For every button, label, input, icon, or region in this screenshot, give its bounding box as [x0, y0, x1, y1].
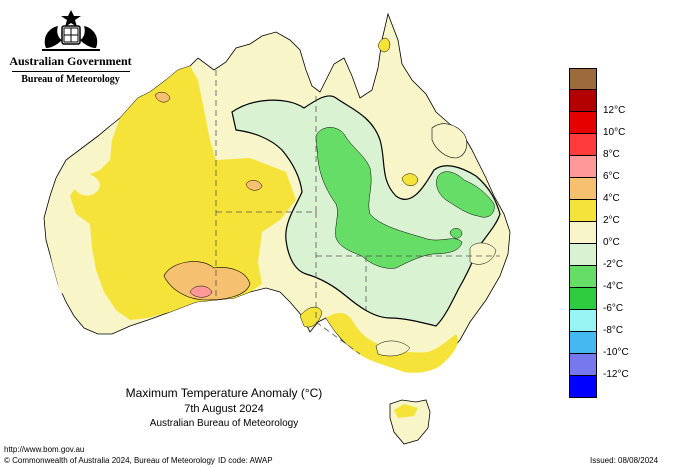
zone-hot-centre — [245, 180, 263, 191]
legend-swatch — [569, 310, 597, 332]
legend-row: 0°C — [567, 222, 657, 248]
government-logo: Australian Government Bureau of Meteorol… — [8, 8, 133, 98]
legend-label: 4°C — [603, 193, 620, 204]
zone-hot-north — [154, 91, 171, 103]
legend-row: 4°C — [567, 178, 657, 204]
bureau-name: Bureau of Meteorology — [21, 74, 120, 85]
legend-swatch — [569, 376, 597, 398]
map-caption: Maximum Temperature Anomaly (°C) 7th Aug… — [0, 386, 448, 429]
zone-colder-north — [315, 127, 463, 269]
zone-mild-inland — [469, 242, 497, 265]
legend-label: 6°C — [603, 171, 620, 182]
zone-warm-west — [70, 66, 296, 320]
legend-row — [567, 68, 657, 90]
legend-swatch — [569, 156, 597, 178]
map-date: 7th August 2024 — [184, 403, 264, 415]
legend-label: 10°C — [603, 127, 626, 138]
legend-row: 12°C — [567, 90, 657, 116]
legend-label: 2°C — [603, 215, 620, 226]
zone-warm-cape — [377, 37, 391, 53]
legend-row: 10°C — [567, 112, 657, 138]
legend-label: -10°C — [603, 347, 629, 358]
state-borders — [215, 70, 500, 355]
legend-row: 6°C — [567, 156, 657, 182]
legend-swatch — [569, 222, 597, 244]
legend-swatch — [569, 354, 597, 376]
legend-label: -12°C — [603, 369, 629, 380]
coat-of-arms-icon — [41, 10, 100, 51]
legend-row: -12°C — [567, 354, 657, 380]
legend-label: 12°C — [603, 105, 626, 116]
legend-row: -2°C — [567, 244, 657, 270]
legend-row: 8°C — [567, 134, 657, 160]
legend-label: -6°C — [603, 303, 624, 314]
website-link[interactable]: http://www.bom.gov.au — [4, 445, 85, 454]
legend-swatch — [569, 112, 597, 134]
legend-swatch — [569, 332, 597, 354]
map-source: Australian Bureau of Meteorology — [149, 418, 299, 429]
legend-swatch — [569, 266, 597, 288]
legend-label: -8°C — [603, 325, 624, 336]
legend-row: -4°C — [567, 266, 657, 292]
zone-mild-east-coast — [431, 123, 468, 159]
legend-row — [567, 376, 657, 398]
legend-label: -2°C — [603, 259, 624, 270]
legend-row: -6°C — [567, 288, 657, 314]
legend-swatch — [569, 200, 597, 222]
government-name: Australian Government — [9, 54, 132, 68]
legend-swatch — [569, 244, 597, 266]
colour-legend: 12°C 10°C 8°C 6°C 4°C 2°C 0°C -2°C -4°C -6°C -8°C -… — [567, 68, 657, 398]
zone-mild-west — [73, 174, 100, 196]
zone-mild-victoria — [375, 340, 411, 357]
legend-swatch — [569, 178, 597, 200]
legend-swatch — [569, 68, 597, 90]
legend-row: -8°C — [567, 310, 657, 336]
header-divider — [11, 71, 130, 72]
legend-swatch — [569, 288, 597, 310]
zone-warm-southeast — [326, 313, 458, 373]
zone-hot-south — [163, 261, 251, 301]
legend-label: -4°C — [603, 281, 624, 292]
zone-warm-tasmania — [394, 404, 418, 418]
zone-colder-east — [436, 171, 495, 218]
legend-swatch — [569, 90, 597, 112]
id-code: ID code: AWAP — [218, 456, 273, 465]
map-title: Maximum Temperature Anomaly (°C) — [125, 386, 323, 400]
legend-label: 0°C — [603, 237, 620, 248]
zone-colder-patch — [449, 228, 463, 239]
legend-label: 8°C — [603, 149, 620, 160]
zone-very-hot — [189, 285, 213, 298]
zone-mild-west-coast — [46, 226, 96, 300]
zone-warm-qld — [401, 173, 419, 186]
legend-swatch — [569, 134, 597, 156]
legend-row: 2°C — [567, 200, 657, 226]
issued-date: Issued: 08/08/2024 — [590, 456, 659, 465]
copyright-text: © Commonwealth of Australia 2024, Bureau… — [4, 456, 215, 465]
legend-row: -10°C — [567, 332, 657, 358]
